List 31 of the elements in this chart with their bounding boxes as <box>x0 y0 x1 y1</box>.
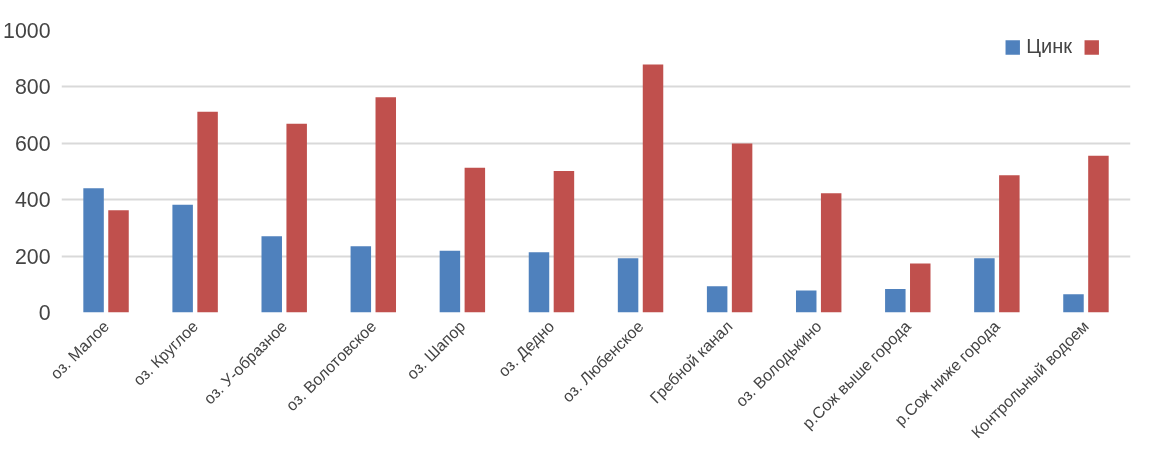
bar <box>1088 155 1109 313</box>
bar <box>286 123 307 313</box>
bar <box>885 289 906 313</box>
y-tick-label: 600 <box>14 131 51 156</box>
bar <box>197 111 218 313</box>
bar <box>464 167 486 313</box>
bar <box>108 210 129 313</box>
bar <box>617 258 639 313</box>
bar <box>172 204 193 313</box>
bar <box>731 143 753 313</box>
bar <box>974 258 995 313</box>
y-tick-label: 1000 <box>3 19 51 43</box>
y-tick-label: 400 <box>14 188 51 213</box>
bar <box>910 263 931 313</box>
bar <box>528 252 550 313</box>
bar <box>350 246 372 313</box>
bar <box>999 175 1020 313</box>
bar <box>83 188 104 313</box>
y-tick-label: 800 <box>14 75 51 100</box>
y-tick-label: 0 <box>38 301 51 325</box>
bar <box>553 170 575 313</box>
bar <box>1063 294 1084 313</box>
y-tick-label: 200 <box>14 244 51 269</box>
bar <box>795 290 817 313</box>
legend-label: Цинк <box>1026 35 1072 58</box>
bar <box>439 250 461 313</box>
bar <box>706 286 728 313</box>
bar <box>642 64 664 313</box>
bar <box>261 236 282 313</box>
bar <box>820 193 842 313</box>
bar <box>375 97 397 313</box>
